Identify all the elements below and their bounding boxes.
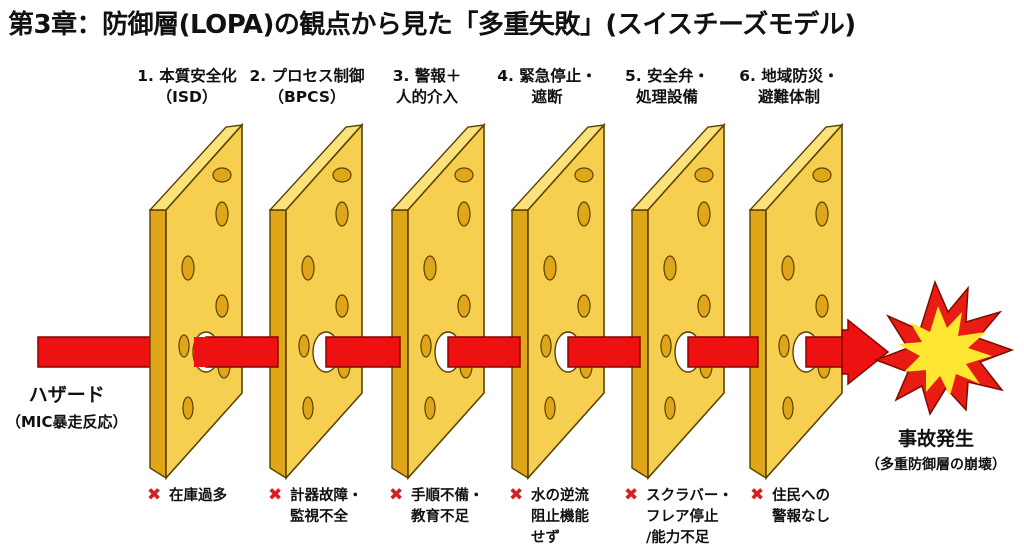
layer-label-3: 3. 警報＋ 人的介入: [392, 67, 462, 106]
cross-mark-icon: ✖: [147, 485, 162, 505]
cheese-hole: [423, 255, 437, 281]
hazard-arrow-segment: [687, 336, 759, 368]
cheese-hole: [298, 334, 310, 358]
hazard-arrow-tail: [37, 336, 159, 368]
explosion-core-icon: [898, 306, 992, 396]
cheese-slice-1: [148, 122, 244, 481]
cheese-hole: [663, 255, 677, 281]
layer-label-1: 1. 本質安全化 （ISD）: [137, 67, 237, 106]
failure-note-4: ✖ 水の逆流 阻止機能 せず: [509, 485, 589, 546]
cross-mark-icon: ✖: [268, 485, 283, 505]
cheese-hole: [178, 334, 190, 358]
hazard-arrow-segment: [325, 336, 401, 368]
cross-mark-icon: ✖: [389, 485, 404, 505]
cheese-hole: [181, 255, 195, 281]
cheese-hole: [335, 201, 349, 227]
cheese-hole: [577, 294, 591, 318]
cheese-hole: [544, 396, 556, 420]
incident-label: 事故発生 （多重防御層の崩壊）: [866, 428, 1006, 473]
cheese-hole: [420, 334, 432, 358]
hazard-arrow-segment: [805, 336, 849, 368]
failure-note-2: ✖ 計器故障・ 監視不全: [268, 485, 363, 525]
cheese-hole: [660, 334, 672, 358]
layer-label-4: 4. 緊急停止・ 遮断: [497, 67, 597, 106]
hazard-arrow-segment: [447, 336, 521, 368]
cheese-hole: [335, 294, 349, 318]
failure-note-5: ✖ スクラバー・ フレア停止/能力不足: [624, 485, 733, 546]
cheese-hole: [302, 396, 314, 420]
cheese-hole: [543, 255, 557, 281]
hazard-arrow-segment: [567, 336, 641, 368]
hazard-arrow-head: [841, 318, 890, 386]
cheese-hole: [815, 201, 829, 227]
cross-mark-icon: ✖: [624, 485, 639, 505]
cheese-hole: [697, 201, 711, 227]
cheese-hole: [697, 294, 711, 318]
page-title: 第3章：防御層(LOPA)の観点から見た「多重失敗」(スイスチーズモデル): [8, 10, 856, 40]
cheese-hole: [424, 396, 436, 420]
layer-label-5: 5. 安全弁・ 処理設備: [624, 67, 710, 106]
cross-mark-icon: ✖: [509, 485, 524, 505]
cheese-hole: [457, 201, 471, 227]
cheese-slice-3: [390, 122, 486, 481]
failure-note-1: ✖ 在庫過多: [147, 485, 227, 505]
cheese-hole: [301, 255, 315, 281]
cheese-slice-5: [630, 122, 726, 481]
layer-label-2: 2. プロセス制御 （BPCS）: [249, 67, 365, 106]
cheese-hole: [577, 201, 591, 227]
cheese-hole: [540, 334, 552, 358]
hazard-arrow-through-hole: [194, 337, 208, 367]
cheese-hole: [781, 255, 795, 281]
layer-label-6: 6. 地域防災・ 避難体制: [739, 67, 839, 106]
cross-mark-icon: ✖: [750, 485, 765, 505]
hazard-label: ハザード （MIC暴走反応）: [6, 384, 128, 431]
cheese-hole: [457, 294, 471, 318]
failure-note-3: ✖ 手順不備・ 教育不足: [389, 485, 484, 525]
cheese-hole: [664, 396, 676, 420]
cheese-hole: [778, 334, 790, 358]
hazard-arrow-segment: [205, 336, 279, 368]
cheese-hole: [815, 294, 829, 318]
cheese-slice-4: [510, 122, 606, 481]
cheese-hole: [182, 396, 194, 420]
cheese-slice-2: [268, 122, 364, 481]
cheese-hole: [782, 396, 794, 420]
failure-note-6: ✖ 住民への 警報なし: [750, 485, 830, 525]
cheese-hole: [215, 201, 229, 227]
cheese-hole: [215, 294, 229, 318]
cheese-slice-6: [748, 122, 844, 481]
